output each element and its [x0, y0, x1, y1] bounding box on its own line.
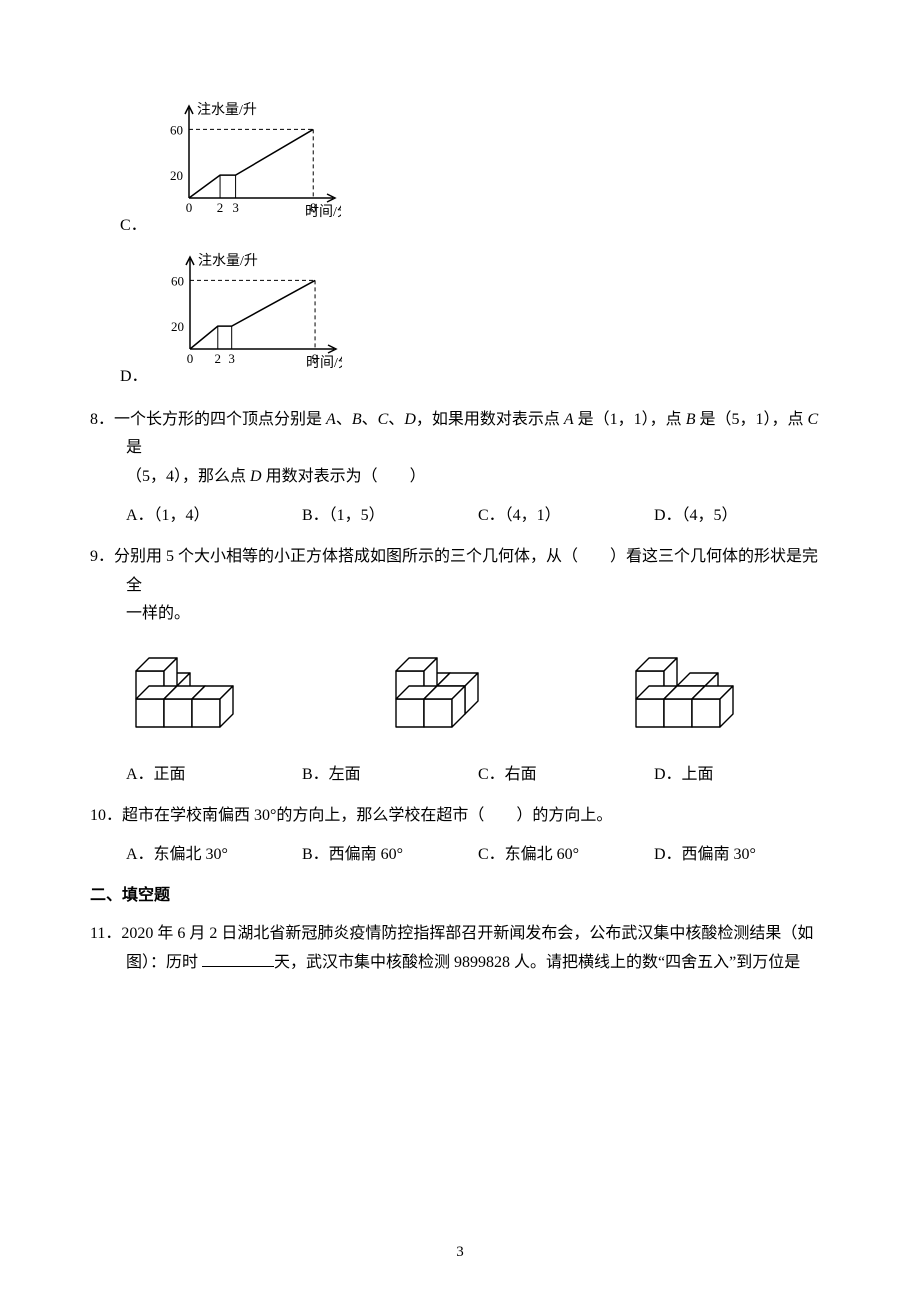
- q8-opt-b: B．（1，5）: [302, 502, 478, 531]
- q10-opt-c: C．东偏北 60°: [478, 841, 654, 870]
- q9-shape-2: [386, 643, 496, 743]
- q8-line1: 8．一个长方形的四个顶点分别是 A、B、C、D，如果用数对表示点 A 是（1，1…: [90, 406, 830, 464]
- svg-text:8: 8: [310, 200, 317, 215]
- q9-opt-a: A．正面: [126, 761, 302, 790]
- q9-shape-3: [626, 643, 756, 743]
- svg-text:20: 20: [171, 319, 184, 334]
- graph-d-container: D． 注水量/升时间/分20600239: [120, 251, 830, 392]
- svg-text:20: 20: [170, 168, 183, 183]
- graph-d-label: D．: [120, 363, 148, 392]
- q8-opt-d: D．（4，5）: [654, 502, 830, 531]
- svg-text:0: 0: [185, 200, 192, 215]
- section-2-title: 二、填空题: [90, 882, 830, 911]
- q10-options: A．东偏北 30°B．西偏南 60°C．东偏北 60°D．西偏南 30°: [90, 841, 830, 870]
- q10-opt-d: D．西偏南 30°: [654, 841, 830, 870]
- q9-shapes: [90, 643, 830, 743]
- q9-shape-1: [126, 643, 256, 743]
- q11-line2: 图）：历时 天，武汉市集中核酸检测 9899828 人。请把横线上的数“四舍五入…: [90, 949, 830, 978]
- q9-opt-b: B．左面: [302, 761, 478, 790]
- svg-text:60: 60: [170, 122, 183, 137]
- q9-opt-c: C．右面: [478, 761, 654, 790]
- question-11: 11．2020 年 6 月 2 日湖北省新冠肺炎疫情防控指挥部召开新闻发布会，公…: [90, 920, 830, 978]
- q8-line2: （5，4），那么点 D 用数对表示为（ ）: [90, 463, 830, 492]
- q10-opt-a: A．东偏北 30°: [126, 841, 302, 870]
- svg-text:2: 2: [216, 200, 223, 215]
- q10-line1: 10．超市在学校南偏西 30°的方向上，那么学校在超市（ ）的方向上。: [90, 802, 830, 831]
- q9-line2: 一样的。: [90, 600, 830, 629]
- graph-d-svg: 注水量/升时间/分20600239: [152, 251, 342, 381]
- q8-opt-c: C．（4，1）: [478, 502, 654, 531]
- q9-line1: 9．分别用 5 个大小相等的小正方体搭成如图所示的三个几何体，从（ ）看这三个几…: [90, 543, 830, 601]
- q9-opt-d: D．上面: [654, 761, 830, 790]
- q11-blank: [202, 950, 274, 967]
- svg-text:60: 60: [171, 273, 184, 288]
- question-9: 9．分别用 5 个大小相等的小正方体搭成如图所示的三个几何体，从（ ）看这三个几…: [90, 543, 830, 790]
- q8-opt-a: A．（1，4）: [126, 502, 302, 531]
- svg-text:2: 2: [214, 351, 221, 366]
- page-number: 3: [0, 1239, 920, 1266]
- q8-options: A．（1，4）B．（1，5）C．（4，1）D．（4，5）: [90, 502, 830, 531]
- svg-text:注水量/升: 注水量/升: [197, 102, 257, 118]
- page: C． 注水量/升时间/分20600238 D． 注水量/升时间/分2060023…: [0, 0, 920, 1302]
- svg-text:0: 0: [186, 351, 193, 366]
- svg-text:9: 9: [311, 351, 318, 366]
- svg-text:注水量/升: 注水量/升: [198, 253, 258, 269]
- q9-options: A．正面B．左面C．右面D．上面: [90, 761, 830, 790]
- graph-c-container: C． 注水量/升时间/分20600238: [120, 100, 830, 241]
- q11-line1: 11．2020 年 6 月 2 日湖北省新冠肺炎疫情防控指挥部召开新闻发布会，公…: [90, 920, 830, 949]
- question-8: 8．一个长方形的四个顶点分别是 A、B、C、D，如果用数对表示点 A 是（1，1…: [90, 406, 830, 531]
- graph-c-label: C．: [120, 212, 147, 241]
- q10-opt-b: B．西偏南 60°: [302, 841, 478, 870]
- svg-text:3: 3: [228, 351, 235, 366]
- graph-c-svg: 注水量/升时间/分20600238: [151, 100, 341, 230]
- question-10: 10．超市在学校南偏西 30°的方向上，那么学校在超市（ ）的方向上。 A．东偏…: [90, 802, 830, 870]
- svg-text:3: 3: [232, 200, 239, 215]
